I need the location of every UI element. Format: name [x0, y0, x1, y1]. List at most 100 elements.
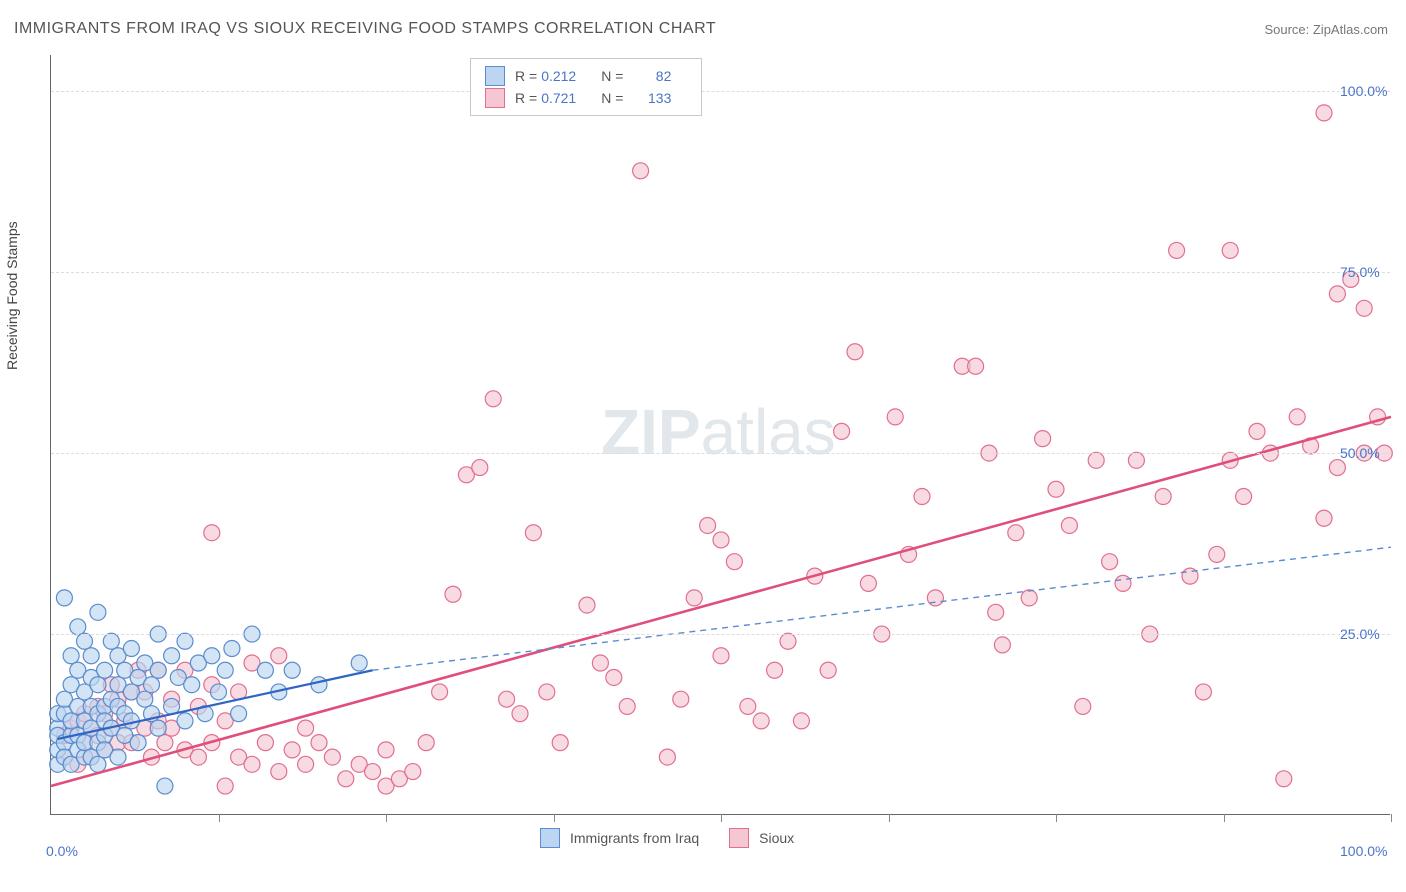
data-point	[485, 391, 501, 407]
data-point	[1128, 452, 1144, 468]
data-point	[1209, 546, 1225, 562]
legend-item: Immigrants from Iraq	[540, 828, 699, 848]
data-point	[686, 590, 702, 606]
x-tick	[721, 814, 722, 822]
chart-container: IMMIGRANTS FROM IRAQ VS SIOUX RECEIVING …	[0, 0, 1406, 892]
n-value: 133	[627, 90, 671, 106]
data-point	[257, 735, 273, 751]
data-point	[97, 662, 113, 678]
data-point	[1249, 423, 1265, 439]
data-point	[726, 554, 742, 570]
x-axis-value: 0.0%	[46, 843, 78, 859]
x-tick	[1391, 814, 1392, 822]
data-point	[177, 713, 193, 729]
data-point	[1316, 510, 1332, 526]
data-point	[123, 641, 139, 657]
data-point	[257, 662, 273, 678]
data-point	[177, 633, 193, 649]
data-point	[834, 423, 850, 439]
data-point	[713, 532, 729, 548]
data-point	[1102, 554, 1118, 570]
y-axis-value: 25.0%	[1340, 626, 1380, 642]
data-point	[244, 756, 260, 772]
data-point	[1316, 105, 1332, 121]
n-value: 82	[627, 68, 671, 84]
data-point	[378, 742, 394, 758]
data-point	[994, 637, 1010, 653]
data-point	[1155, 489, 1171, 505]
y-axis-value: 50.0%	[1340, 445, 1380, 461]
y-axis-value: 100.0%	[1340, 83, 1387, 99]
data-point	[365, 764, 381, 780]
data-point	[606, 669, 622, 685]
data-point	[217, 778, 233, 794]
correlation-legend: R =0.212N =82R =0.721N =133	[470, 58, 702, 116]
data-point	[90, 604, 106, 620]
data-point	[224, 641, 240, 657]
data-point	[512, 706, 528, 722]
legend-swatch	[485, 88, 505, 108]
data-point	[499, 691, 515, 707]
data-point	[130, 735, 146, 751]
chart-title: IMMIGRANTS FROM IRAQ VS SIOUX RECEIVING …	[14, 20, 716, 38]
data-point	[56, 590, 72, 606]
data-point	[351, 655, 367, 671]
data-point	[284, 742, 300, 758]
data-point	[1035, 431, 1051, 447]
gridline	[51, 91, 1390, 92]
data-point	[298, 720, 314, 736]
data-point	[63, 648, 79, 664]
data-point	[1169, 242, 1185, 258]
data-point	[847, 344, 863, 360]
chart-svg	[51, 55, 1390, 814]
data-point	[1061, 517, 1077, 533]
trend-line	[373, 547, 1391, 670]
data-point	[445, 586, 461, 602]
data-point	[77, 633, 93, 649]
x-tick	[1056, 814, 1057, 822]
legend-label: Sioux	[759, 830, 794, 846]
data-point	[793, 713, 809, 729]
data-point	[324, 749, 340, 765]
data-point	[90, 677, 106, 693]
data-point	[150, 720, 166, 736]
data-point	[887, 409, 903, 425]
r-label: R =	[515, 90, 537, 106]
data-point	[820, 662, 836, 678]
data-point	[338, 771, 354, 787]
data-point	[1329, 286, 1345, 302]
data-point	[432, 684, 448, 700]
x-axis-value: 100.0%	[1340, 843, 1387, 859]
data-point	[633, 163, 649, 179]
data-point	[90, 756, 106, 772]
data-point	[271, 648, 287, 664]
data-point	[700, 517, 716, 533]
data-point	[579, 597, 595, 613]
data-point	[157, 735, 173, 751]
data-point	[539, 684, 555, 700]
data-point	[659, 749, 675, 765]
data-point	[753, 713, 769, 729]
r-value: 0.212	[541, 68, 585, 84]
data-point	[211, 684, 227, 700]
data-point	[231, 706, 247, 722]
data-point	[1276, 771, 1292, 787]
legend-swatch	[485, 66, 505, 86]
gridline	[51, 453, 1390, 454]
data-point	[184, 677, 200, 693]
data-point	[271, 764, 287, 780]
data-point	[298, 756, 314, 772]
data-point	[1088, 452, 1104, 468]
x-tick	[386, 814, 387, 822]
data-point	[1356, 300, 1372, 316]
data-point	[767, 662, 783, 678]
series-legend: Immigrants from Iraq Sioux	[540, 828, 824, 848]
r-label: R =	[515, 68, 537, 84]
gridline	[51, 634, 1390, 635]
data-point	[1008, 525, 1024, 541]
x-tick	[1224, 814, 1225, 822]
x-tick	[554, 814, 555, 822]
data-point	[110, 749, 126, 765]
data-point	[1115, 575, 1131, 591]
data-point	[311, 677, 327, 693]
